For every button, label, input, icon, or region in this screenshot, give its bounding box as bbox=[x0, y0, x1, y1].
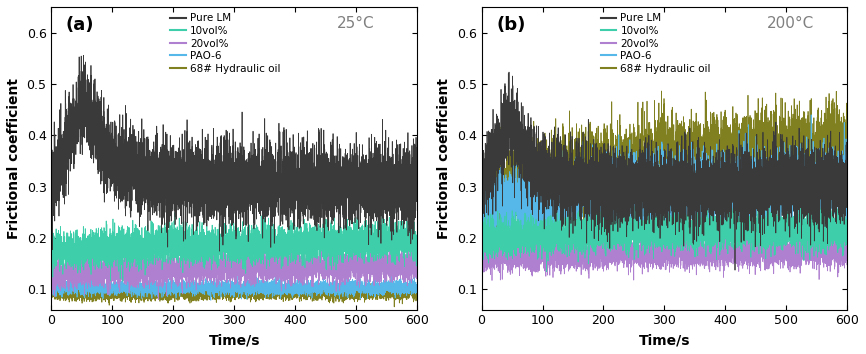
Y-axis label: Frictional coefficient: Frictional coefficient bbox=[437, 78, 451, 239]
Text: (a): (a) bbox=[66, 16, 94, 34]
Text: 200°C: 200°C bbox=[766, 16, 814, 31]
Legend: Pure LM, 10vol%, 20vol%, PAO-6, 68# Hydraulic oil: Pure LM, 10vol%, 20vol%, PAO-6, 68# Hydr… bbox=[597, 9, 715, 78]
X-axis label: Time/s: Time/s bbox=[209, 333, 260, 347]
X-axis label: Time/s: Time/s bbox=[638, 333, 690, 347]
Text: (b): (b) bbox=[496, 16, 526, 34]
Y-axis label: Frictional coefficient: Frictional coefficient bbox=[7, 78, 21, 239]
Legend: Pure LM, 10vol%, 20vol%, PAO-6, 68# Hydraulic oil: Pure LM, 10vol%, 20vol%, PAO-6, 68# Hydr… bbox=[166, 9, 285, 78]
Text: 25°C: 25°C bbox=[337, 16, 374, 31]
